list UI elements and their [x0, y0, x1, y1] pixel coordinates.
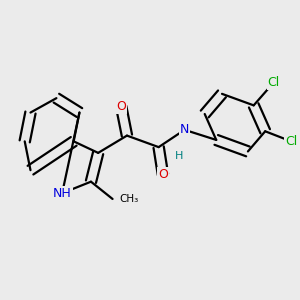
Text: H: H: [175, 151, 183, 161]
Text: Cl: Cl: [268, 76, 280, 89]
Text: CH₃: CH₃: [120, 194, 139, 204]
Text: O: O: [158, 168, 168, 181]
Text: NH: NH: [53, 187, 71, 200]
Text: O: O: [116, 100, 126, 113]
Text: Cl: Cl: [285, 135, 297, 148]
Text: N: N: [180, 123, 189, 136]
